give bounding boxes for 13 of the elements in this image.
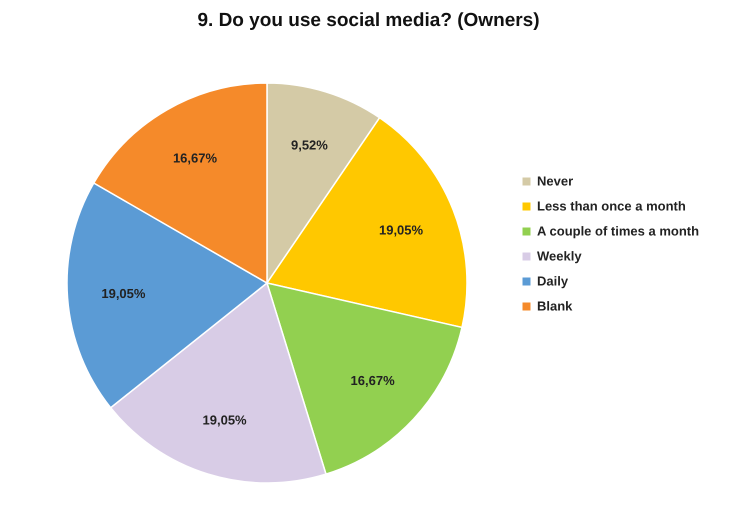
legend-label: Weekly xyxy=(537,248,582,264)
legend-label: Daily xyxy=(537,274,569,288)
legend-label: Less than once a month xyxy=(537,198,686,214)
chart-title: 9. Do you use social media? (Owners) xyxy=(197,10,540,31)
legend-label: Never xyxy=(537,174,574,188)
legend-label: Blank xyxy=(537,298,574,314)
legend-label: A couple of times a month xyxy=(537,224,700,238)
data-label: 19,05% xyxy=(378,222,424,238)
data-label: 16,67% xyxy=(350,372,396,388)
data-label: 16,67% xyxy=(172,150,218,166)
data-label: 9,52% xyxy=(290,137,328,152)
data-label: 19,05% xyxy=(202,412,248,428)
data-label: 19,05% xyxy=(101,286,146,301)
